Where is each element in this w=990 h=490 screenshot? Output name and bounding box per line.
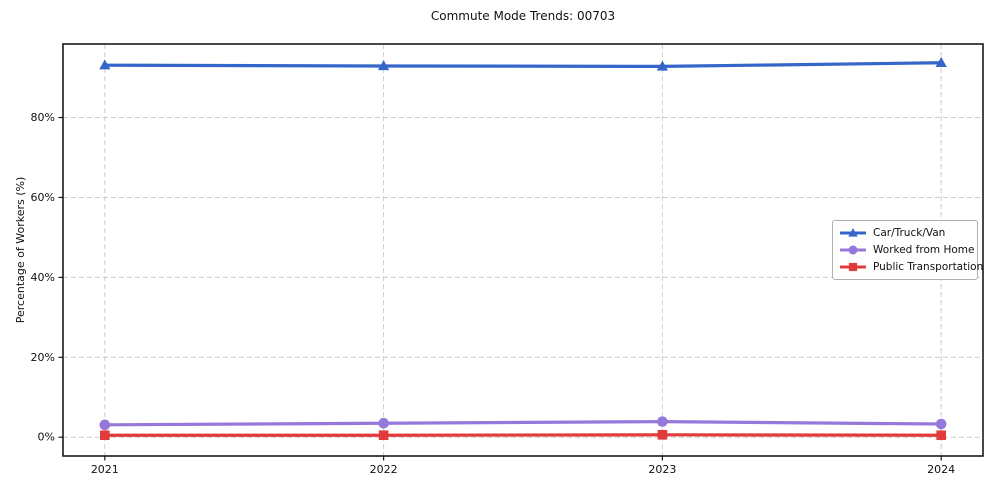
- x-tick-label: 2021: [91, 463, 119, 476]
- axes-frame: [62, 43, 984, 457]
- series-line-car-truck-van: [103, 61, 943, 68]
- y-tick-label: 20%: [31, 351, 55, 364]
- series-line-worked-from-home: [103, 420, 943, 427]
- y-tick-label: 80%: [31, 111, 55, 124]
- legend-marker: [848, 262, 858, 272]
- series-marker-worked-from-home: [935, 418, 947, 430]
- square-marker-icon: [840, 262, 866, 272]
- legend-marker: [848, 228, 858, 237]
- series-marker-public-transportation: [100, 430, 110, 441]
- legend-item-worked-from-home: Worked from Home: [840, 244, 974, 256]
- series-marker-worked-from-home: [378, 417, 389, 429]
- series-marker-public-transportation: [378, 430, 389, 441]
- series-marker-public-transportation: [936, 430, 946, 441]
- legend-marker: [848, 245, 858, 255]
- series-marker-worked-from-home: [99, 419, 111, 431]
- series-marker-car-truck-van: [935, 56, 947, 67]
- legend-label: Public Transportation: [873, 261, 984, 273]
- x-tick-label: 2022: [370, 463, 398, 476]
- x-tick-label: 2023: [648, 463, 676, 476]
- series-marker-car-truck-van: [378, 60, 390, 71]
- legend-item-public-transportation: Public Transportation: [840, 261, 983, 273]
- legend-item-car-truck-van: Car/Truck/Van: [840, 227, 969, 239]
- y-tick-label: 40%: [31, 271, 55, 284]
- series-marker-car-truck-van: [656, 60, 668, 71]
- y-tick-label: 60%: [31, 191, 55, 204]
- series-marker-worked-from-home: [657, 416, 668, 427]
- series-marker-public-transportation: [657, 430, 668, 440]
- series-marker-car-truck-van: [99, 59, 111, 70]
- x-tick-label: 2024: [927, 463, 955, 476]
- legend-label: Car/Truck/Van: [873, 227, 946, 239]
- y-tick-label: 0%: [38, 431, 55, 444]
- circle-marker-icon: [840, 245, 866, 255]
- legend-label: Worked from Home: [873, 244, 975, 256]
- chart-title: Commute Mode Trends: 00703: [430, 9, 616, 23]
- legend: Car/Truck/Van Worked from Home Public Tran…: [832, 220, 983, 280]
- triangle-marker-icon: [840, 228, 866, 237]
